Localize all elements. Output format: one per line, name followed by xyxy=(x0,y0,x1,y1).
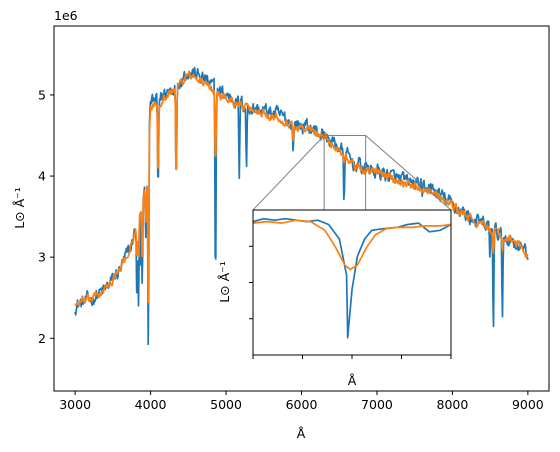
inset-y-axis-label: L⊙ Å⁻¹ xyxy=(217,261,232,303)
y-tick-label: 2 xyxy=(38,331,46,346)
main-series-line-orange xyxy=(74,70,529,307)
main-series-orange xyxy=(74,70,529,307)
main-y-axis-label: L⊙ Å⁻¹ xyxy=(12,187,27,229)
x-tick-label: 9000 xyxy=(512,397,544,412)
zoom-connector-left xyxy=(252,135,325,211)
x-tick-label: 7000 xyxy=(361,397,393,412)
zoom-connector-right xyxy=(365,135,452,211)
x-tick-label: 5000 xyxy=(210,397,242,412)
inset-series-line-orange xyxy=(252,219,452,271)
x-tick-label: 8000 xyxy=(437,397,469,412)
y-tick-label: 4 xyxy=(38,169,46,184)
main-y-ticks: 2 3 4 5 xyxy=(38,87,54,346)
x-tick-label: 4000 xyxy=(135,397,167,412)
inset-x-ticks xyxy=(252,355,452,359)
inset-y-ticks xyxy=(249,245,253,320)
inset-series-orange xyxy=(252,219,452,271)
y-tick-label: 3 xyxy=(38,250,46,265)
inset-background xyxy=(253,210,451,355)
y-offset-label: 1e6 xyxy=(54,8,78,23)
main-x-axis-label: Å xyxy=(297,426,306,441)
inset-zoom-indicator xyxy=(252,135,452,218)
inset-series-line-blue xyxy=(252,217,452,339)
x-tick-label: 6000 xyxy=(286,397,318,412)
x-tick-label: 3000 xyxy=(59,397,91,412)
y-tick-label: 5 xyxy=(38,87,46,102)
inset-series-blue xyxy=(252,217,452,339)
inset-x-axis-label: Å xyxy=(348,373,357,388)
main-x-ticks: 3000 4000 5000 6000 7000 8000 9000 xyxy=(59,391,544,412)
